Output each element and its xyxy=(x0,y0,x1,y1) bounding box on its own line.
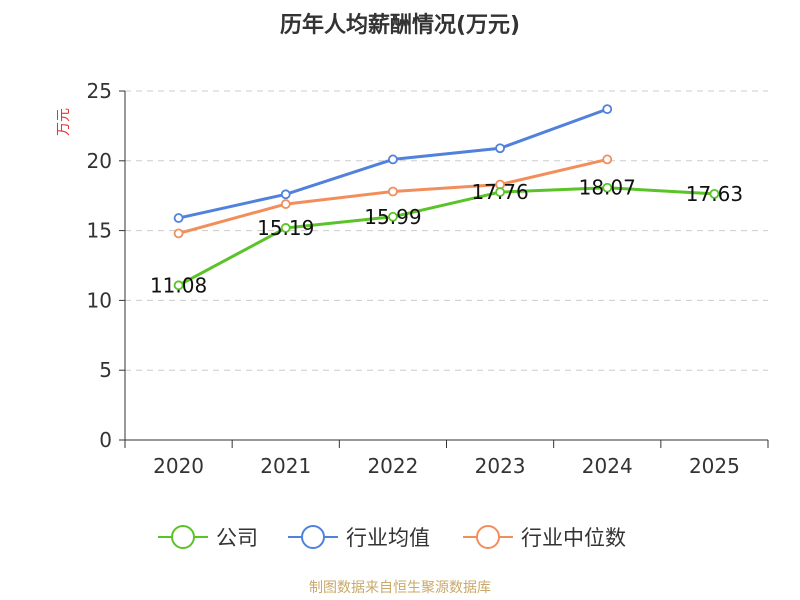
data-label: 17.63 xyxy=(686,182,743,206)
x-tick-label: 2020 xyxy=(153,454,204,478)
legend-marker xyxy=(171,525,195,549)
label-layer: 11.08 15.19 15.99 17.76 18.07 17.63 xyxy=(150,176,743,298)
data-label: 18.07 xyxy=(579,176,636,200)
data-point[interactable] xyxy=(280,189,291,200)
legend-label: 公司 xyxy=(216,526,258,550)
data-label: 15.19 xyxy=(257,216,314,240)
data-point[interactable] xyxy=(388,154,398,165)
legend-label: 行业中位数 xyxy=(521,526,626,550)
data-label: 11.08 xyxy=(150,273,207,297)
y-tick-label: 5 xyxy=(99,358,112,382)
legend-label: 行业均值 xyxy=(346,526,430,550)
data-point[interactable] xyxy=(173,228,184,239)
y-tick-label: 25 xyxy=(87,79,112,103)
series-layer xyxy=(173,104,720,291)
x-tick-label: 2025 xyxy=(689,454,740,478)
data-label: 17.76 xyxy=(471,180,528,204)
x-tick-label: 2021 xyxy=(260,454,311,478)
x-tick-label: 2023 xyxy=(475,454,526,478)
legend-item[interactable]: 公司 xyxy=(158,525,258,550)
y-tick-label: 20 xyxy=(87,149,112,173)
data-point[interactable] xyxy=(173,213,184,223)
y-tick-label: 0 xyxy=(99,428,112,452)
y-tick-label: 10 xyxy=(87,288,112,312)
data-point[interactable] xyxy=(602,104,613,115)
legend-item[interactable]: 行业均值 xyxy=(288,525,430,550)
data-point[interactable] xyxy=(495,143,505,154)
grid-layer xyxy=(125,90,768,371)
x-tick-label: 2022 xyxy=(367,454,418,478)
data-point[interactable] xyxy=(709,188,720,199)
chart-title: 历年人均薪酬情况(万元) xyxy=(280,12,520,38)
x-tick-label: 2024 xyxy=(582,454,633,478)
data-point[interactable] xyxy=(280,199,291,209)
source-note: 制图数据来自恒生聚源数据库 xyxy=(309,580,491,596)
y-axis-label: 万元 xyxy=(56,108,72,136)
data-point[interactable] xyxy=(173,280,184,291)
legend-marker xyxy=(301,525,325,549)
data-point[interactable] xyxy=(388,211,398,222)
data-point[interactable] xyxy=(602,154,613,165)
series-line-0 xyxy=(177,186,715,287)
data-point[interactable] xyxy=(602,182,613,193)
legend[interactable]: 公司 行业均值 行业中位数 xyxy=(158,525,626,550)
data-point[interactable] xyxy=(495,187,505,197)
data-point[interactable] xyxy=(388,186,398,197)
y-tick-label: 15 xyxy=(87,219,112,243)
data-point[interactable] xyxy=(280,223,291,233)
legend-item[interactable]: 行业中位数 xyxy=(463,525,626,550)
legend-marker xyxy=(476,525,500,549)
data-label: 15.99 xyxy=(364,205,421,229)
